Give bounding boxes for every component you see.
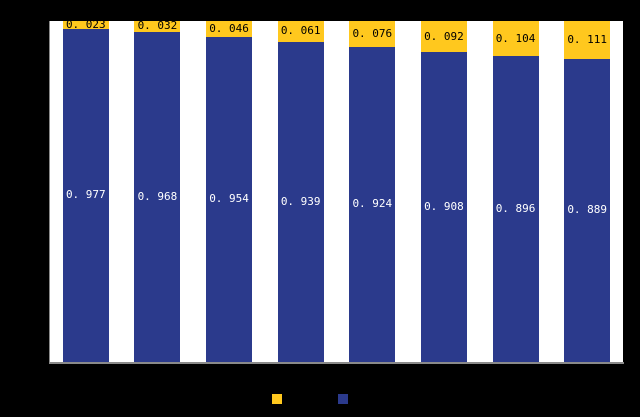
bar-slot: 0. 032 0. 968 <box>122 21 194 362</box>
bar-value-label: 0. 104 <box>495 31 536 45</box>
bar-slot: 0. 111 0. 889 <box>551 21 623 362</box>
bar-value-label: 0. 968 <box>137 189 178 203</box>
stacked-bar: 0. 104 0. 896 <box>492 21 539 362</box>
stacked-bar: 0. 023 0. 977 <box>62 21 109 362</box>
bar-slot: 0. 076 0. 924 <box>337 21 409 362</box>
bar-segment: 0. 061 <box>277 21 324 42</box>
stacked-bar: 0. 046 0. 954 <box>206 21 253 362</box>
bar-segment: 0. 889 <box>564 58 611 362</box>
bar-value-label: 0. 939 <box>280 194 321 208</box>
bar-segment: 0. 924 <box>349 46 396 362</box>
bar-segment: 0. 076 <box>349 21 396 47</box>
bar-segment: 0. 939 <box>277 41 324 362</box>
bar-segment: 0. 092 <box>420 21 467 53</box>
bar-value-label: 0. 111 <box>567 32 608 46</box>
bar-slot: 0. 046 0. 954 <box>193 21 265 362</box>
bar-segment: 0. 104 <box>492 21 539 57</box>
stacked-bar: 0. 032 0. 968 <box>134 21 181 362</box>
bar-segment: 0. 954 <box>206 36 253 362</box>
bar-value-label: 0. 092 <box>424 29 464 43</box>
bar-segment: 0. 111 <box>564 21 611 59</box>
bar-value-label: 0. 896 <box>495 202 536 216</box>
bar-value-label: 0. 023 <box>65 21 106 31</box>
bar-segment: 0. 968 <box>134 31 181 362</box>
bar-value-label: 0. 908 <box>424 200 464 214</box>
legend <box>0 394 640 404</box>
bar-slot: 0. 092 0. 908 <box>408 21 480 362</box>
bar-value-label: 0. 954 <box>209 192 249 206</box>
bar-value-label: 0. 046 <box>209 21 249 35</box>
stacked-bar: 0. 111 0. 889 <box>564 21 611 362</box>
bar-segment: 0. 046 <box>206 21 253 37</box>
bar-slot: 0. 023 0. 977 <box>50 21 122 362</box>
bar-value-label: 0. 032 <box>137 21 178 33</box>
bar-segment: 0. 032 <box>134 21 181 33</box>
bar-value-label: 0. 061 <box>280 24 321 38</box>
y-axis-line <box>49 21 50 363</box>
bar-segment: 0. 977 <box>62 28 109 362</box>
bar-value-label: 0. 889 <box>567 203 608 217</box>
bar-slot: 0. 061 0. 939 <box>265 21 337 362</box>
plot-area: 0. 023 0. 977 0. 032 0. 968 0. 046 0. 954 0. 0… <box>50 21 623 362</box>
stacked-bar: 0. 061 0. 939 <box>277 21 324 362</box>
stacked-bar: 0. 092 0. 908 <box>420 21 467 362</box>
bar-segment: 0. 908 <box>420 52 467 362</box>
x-axis-line <box>49 362 624 364</box>
bar-value-label: 0. 076 <box>352 26 393 40</box>
legend-swatch-gold <box>272 394 282 404</box>
bar-slot: 0. 104 0. 896 <box>480 21 552 362</box>
legend-swatch-navy <box>338 394 348 404</box>
bar-segment: 0. 023 <box>62 21 109 31</box>
stacked-bar: 0. 076 0. 924 <box>349 21 396 362</box>
bar-value-label: 0. 977 <box>65 188 106 202</box>
bar-segment: 0. 896 <box>492 56 539 362</box>
bar-value-label: 0. 924 <box>352 197 393 211</box>
